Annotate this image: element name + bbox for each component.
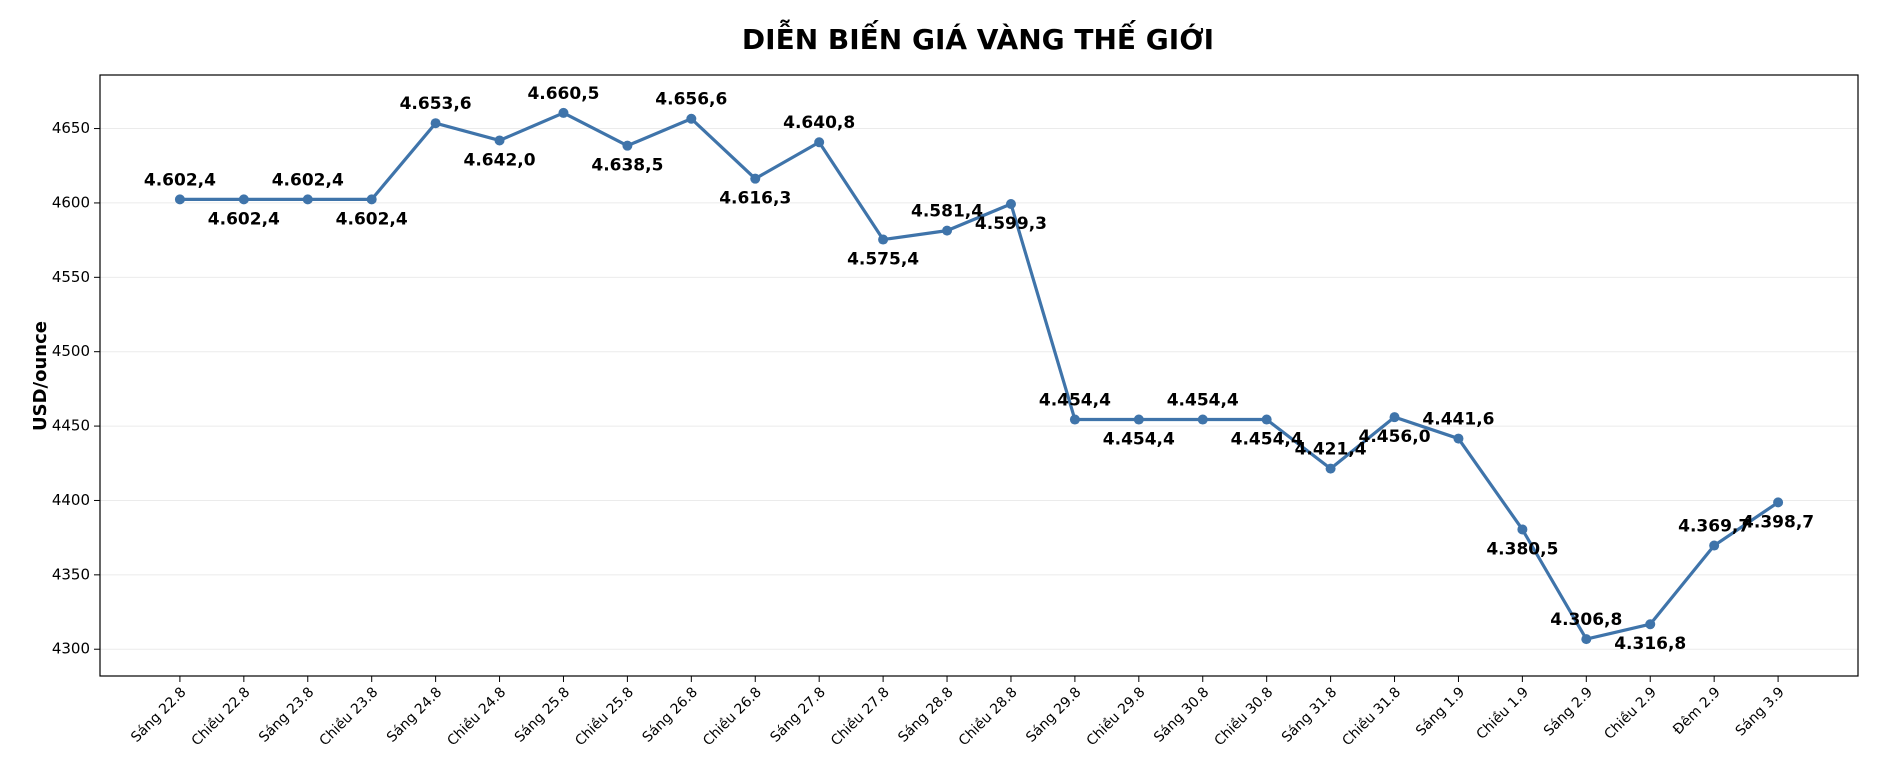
point — [174, 194, 185, 205]
point — [1197, 414, 1208, 425]
y-axis-label: USD/ounce — [30, 321, 51, 431]
point — [686, 113, 697, 124]
y-tick-label: 4600 — [52, 193, 90, 211]
data-label: 4.642,0 — [464, 150, 536, 170]
point — [1581, 634, 1592, 645]
data-label: 4.454,4 — [1167, 391, 1239, 411]
data-label: 4.602,4 — [144, 170, 216, 190]
x-tick-label: Đêm 2.9 — [1670, 684, 1724, 738]
data-label: 4.369,7 — [1678, 517, 1750, 537]
data-label: 4.421,4 — [1295, 440, 1367, 460]
x-tick-label: Sáng 28.8 — [895, 684, 956, 745]
data-label: 4.380,5 — [1486, 539, 1558, 559]
x-tick-label: Chiều 24.8 — [444, 684, 510, 750]
point — [1005, 198, 1016, 209]
data-label: 4.599,3 — [975, 214, 1047, 234]
x-tick-label: Chiều 22.8 — [188, 684, 254, 750]
point — [942, 225, 953, 236]
x-tick-label: Sáng 29.8 — [1023, 684, 1084, 745]
point — [1517, 524, 1528, 535]
point — [1325, 463, 1336, 474]
point — [1709, 540, 1720, 551]
x-tick-label: Sáng 22.8 — [128, 684, 189, 745]
data-label: 4.316,8 — [1614, 634, 1686, 654]
x-tick-label: Chiều 30.8 — [1211, 684, 1277, 750]
point — [1645, 619, 1656, 630]
point — [1389, 412, 1400, 423]
x-tick-label: Sáng 30.8 — [1151, 684, 1212, 745]
x-tick-label: Chiều 29.8 — [1083, 684, 1149, 750]
x-tick-label: Chiều 1.9 — [1473, 684, 1532, 743]
data-label: 4.660,5 — [527, 84, 599, 104]
x-tick-label: Sáng 24.8 — [384, 684, 445, 745]
point — [238, 194, 249, 205]
point — [430, 118, 441, 129]
x-tick-label: Sáng 26.8 — [640, 684, 701, 745]
x-tick-label: Chiều 25.8 — [572, 684, 638, 750]
data-label: 4.575,4 — [847, 250, 919, 270]
data-label: 4.456,0 — [1358, 427, 1430, 447]
data-label: 4.454,4 — [1039, 391, 1111, 411]
y-tick-label: 4450 — [52, 417, 90, 435]
data-label: 4.306,8 — [1550, 610, 1622, 630]
plot-frame — [99, 74, 1859, 677]
data-label: 4.638,5 — [591, 156, 663, 176]
y-tick-label: 4300 — [52, 640, 90, 658]
data-label: 4.454,4 — [1231, 430, 1303, 450]
point — [878, 234, 889, 245]
x-tick-label: Sáng 25.8 — [512, 684, 573, 745]
x-tick-label: Sáng 2.9 — [1541, 684, 1596, 739]
data-label: 4.602,4 — [272, 170, 344, 190]
x-tick-label: Sáng 3.9 — [1733, 684, 1788, 739]
point — [1773, 497, 1784, 508]
point — [558, 107, 569, 118]
x-tick-label: Chiều 27.8 — [827, 684, 893, 750]
point — [1069, 414, 1080, 425]
point — [622, 140, 633, 151]
chart-title: DIỄN BIẾN GIÁ VÀNG THẾ GIỚI — [742, 18, 1214, 56]
data-label: 4.602,4 — [336, 209, 408, 229]
y-tick-label: 4400 — [52, 491, 90, 509]
point — [366, 194, 377, 205]
point — [302, 194, 313, 205]
data-label: 4.640,8 — [783, 113, 855, 133]
x-tick-label: Sáng 1.9 — [1413, 684, 1468, 739]
point — [1261, 414, 1272, 425]
x-tick-label: Chiều 2.9 — [1601, 684, 1660, 743]
y-tick-label: 4500 — [52, 342, 90, 360]
x-tick-label: Chiều 23.8 — [316, 684, 382, 750]
y-tick-label: 4350 — [52, 565, 90, 583]
point — [1133, 414, 1144, 425]
x-tick-label: Sáng 31.8 — [1279, 684, 1340, 745]
x-tick-label: Sáng 23.8 — [256, 684, 317, 745]
data-label: 4.616,3 — [719, 189, 791, 209]
point — [814, 137, 825, 148]
point — [494, 135, 505, 146]
y-tick-label: 4650 — [52, 119, 90, 137]
line — [179, 111, 1779, 641]
data-label: 4.441,6 — [1422, 410, 1494, 430]
data-label: 4.653,6 — [400, 94, 472, 114]
data-label: 4.656,6 — [655, 90, 727, 110]
data-label: 4.602,4 — [208, 209, 280, 229]
data-label: 4.581,4 — [911, 202, 983, 222]
x-tick-label: Chiều 26.8 — [699, 684, 765, 750]
x-tick-label: Sáng 27.8 — [767, 684, 828, 745]
y-tick-label: 4550 — [52, 268, 90, 286]
data-label: 4.398,7 — [1742, 512, 1814, 532]
point — [1453, 433, 1464, 444]
x-tick-label: Chiều 31.8 — [1339, 684, 1405, 750]
data-label: 4.454,4 — [1103, 430, 1175, 450]
x-tick-label: Chiều 28.8 — [955, 684, 1021, 750]
point — [750, 173, 761, 184]
